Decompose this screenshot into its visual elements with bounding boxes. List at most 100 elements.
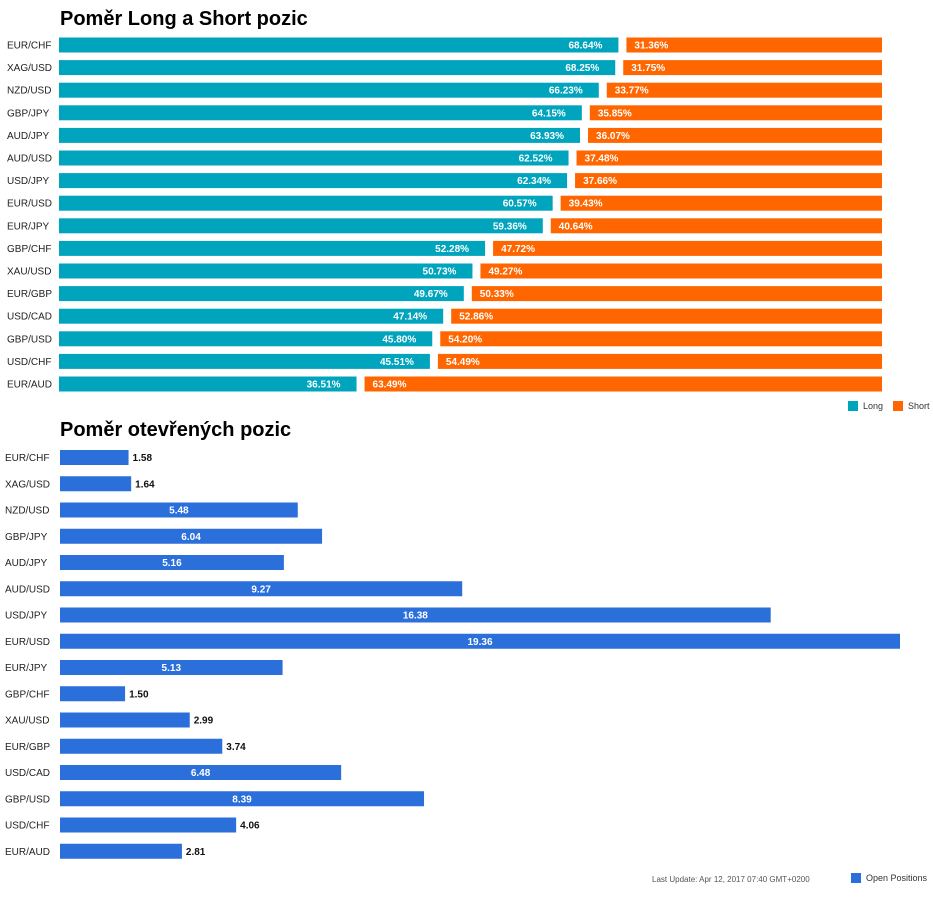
short-bar	[589, 105, 882, 121]
category-label: GBP/USD	[5, 794, 50, 805]
long-value-label: 45.80%	[382, 334, 416, 345]
long-value-label: 59.36%	[493, 221, 527, 232]
short-bar	[471, 286, 882, 302]
short-value-label: 47.72%	[501, 244, 535, 255]
open-positions-value-label: 1.64	[135, 479, 155, 490]
legend-long-short: Long Short	[848, 401, 930, 411]
long-bar	[59, 331, 433, 347]
long-bar	[59, 195, 553, 211]
short-value-label: 63.49%	[373, 380, 407, 391]
open-positions-value-label: 1.58	[133, 453, 153, 464]
category-label: NZD/USD	[7, 86, 51, 97]
category-label: AUD/JPY	[7, 131, 50, 142]
short-bar	[451, 308, 882, 324]
short-value-label: 54.49%	[446, 357, 480, 368]
long-value-label: 64.15%	[532, 108, 566, 119]
long-bar	[59, 308, 444, 324]
legend-open-positions: Open Positions	[851, 873, 927, 883]
short-value-label: 52.86%	[459, 312, 493, 323]
open-positions-value-label: 4.06	[240, 821, 260, 832]
long-bar	[59, 218, 543, 234]
category-label: USD/CHF	[7, 357, 51, 368]
category-label: USD/CAD	[7, 312, 52, 323]
long-value-label: 50.73%	[423, 267, 457, 278]
category-label: XAG/USD	[7, 63, 52, 74]
long-bar	[59, 376, 357, 392]
category-label: USD/JPY	[7, 176, 50, 187]
category-label: GBP/CHF	[7, 244, 51, 255]
chart-title-open-positions: Poměr otevřených pozic	[60, 419, 292, 441]
category-label: AUD/USD	[5, 584, 50, 595]
short-bar	[440, 331, 882, 347]
long-value-label: 68.64%	[568, 41, 602, 52]
long-value-label: 36.51%	[307, 380, 341, 391]
open-positions-bar	[60, 765, 342, 780]
open-positions-bar	[60, 555, 284, 570]
category-label: EUR/AUD	[5, 847, 50, 858]
category-label: XAG/USD	[5, 479, 50, 490]
category-label: GBP/JPY	[7, 108, 50, 119]
long-bar	[59, 240, 486, 256]
category-label: EUR/USD	[7, 199, 52, 210]
category-label: EUR/JPY	[7, 221, 50, 232]
open-positions-value-label: 6.48	[191, 768, 211, 779]
short-bar	[606, 82, 882, 98]
long-value-label: 63.93%	[530, 131, 564, 142]
open-positions-bar	[60, 607, 771, 623]
category-label: EUR/CHF	[7, 41, 51, 52]
short-value-label: 40.64%	[559, 221, 593, 232]
short-value-label: 33.77%	[615, 86, 649, 97]
short-value-label: 39.43%	[569, 199, 603, 210]
open-positions-bar	[60, 660, 283, 675]
short-value-label: 35.85%	[598, 108, 632, 119]
short-value-label: 37.48%	[585, 154, 619, 165]
open-positions-value-label: 5.48	[169, 506, 189, 517]
open-positions-chart: EUR/CHF 1.58 XAG/USD 1.64 NZD/USD 5.48 GBP/JPY…	[5, 450, 900, 859]
open-positions-value-label: 19.36	[467, 637, 492, 648]
open-positions-value-label: 5.13	[162, 663, 182, 674]
category-label: AUD/JPY	[5, 558, 48, 569]
legend-swatch-short	[893, 401, 904, 411]
open-positions-bar	[60, 843, 182, 859]
short-value-label: 50.33%	[480, 289, 514, 300]
legend-label-open-positions: Open Positions	[866, 873, 928, 883]
category-label: EUR/CHF	[5, 453, 49, 464]
open-positions-bar	[60, 738, 223, 754]
short-value-label: 54.20%	[448, 334, 482, 345]
short-bar	[623, 60, 882, 76]
short-bar	[437, 353, 882, 369]
long-value-label: 49.67%	[414, 289, 448, 300]
legend-swatch-open-positions	[851, 873, 861, 883]
open-positions-bar	[60, 450, 129, 465]
long-short-chart: EUR/CHF 68.64% 31.36% XAG/USD 68.25% 31.75% NZ…	[7, 37, 882, 392]
long-bar	[59, 60, 616, 76]
open-positions-value-label: 16.38	[403, 611, 428, 622]
legend-label-long: Long	[863, 401, 884, 411]
open-positions-value-label: 5.16	[162, 558, 182, 569]
legend-swatch-long	[848, 401, 858, 411]
open-positions-value-label: 6.04	[181, 532, 201, 543]
short-bar	[550, 218, 882, 234]
short-bar	[576, 150, 882, 166]
category-label: EUR/USD	[5, 637, 50, 648]
category-label: EUR/AUD	[7, 380, 52, 391]
long-value-label: 66.23%	[549, 86, 583, 97]
open-positions-value-label: 8.39	[232, 794, 252, 805]
open-positions-bar	[60, 502, 298, 518]
category-label: GBP/USD	[7, 334, 52, 345]
category-label: USD/JPY	[5, 611, 48, 622]
open-positions-bar	[60, 581, 463, 597]
short-value-label: 37.66%	[583, 176, 617, 187]
long-bar	[59, 37, 619, 53]
long-bar	[59, 82, 599, 98]
category-label: XAU/USD	[7, 267, 51, 278]
short-bar	[626, 37, 882, 53]
open-positions-bar	[60, 791, 425, 807]
short-bar	[364, 376, 882, 392]
category-label: EUR/JPY	[5, 663, 48, 674]
category-label: USD/CHF	[5, 821, 49, 832]
chart-title-long-short: Poměr Long a Short pozic	[60, 8, 308, 30]
open-positions-value-label: 9.27	[251, 584, 271, 595]
short-value-label: 31.75%	[631, 63, 665, 74]
category-label: EUR/GBP	[5, 742, 50, 753]
